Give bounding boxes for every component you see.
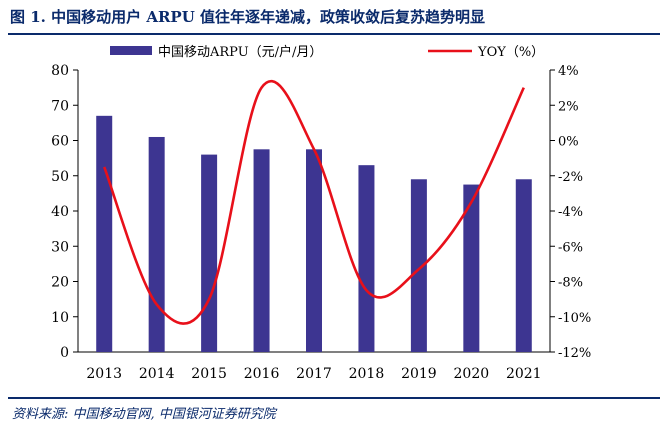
- right-tick-label: -2%: [558, 170, 583, 185]
- bar-arpu-2019: [410, 179, 427, 352]
- left-tick-label: 40: [51, 204, 69, 220]
- right-tick-label: -6%: [558, 240, 583, 255]
- bar-arpu-2016: [253, 149, 270, 352]
- x-tick-label: 2021: [506, 366, 542, 382]
- left-tick-label: 30: [51, 239, 69, 255]
- source-note: 资料来源: 中国移动官网, 中国银河证券研究院: [12, 407, 276, 422]
- right-axis-ticks: -12% -10% -8% -6% -4% -2% 0% 2% 4%: [550, 64, 591, 361]
- bar-arpu-2020: [463, 184, 480, 352]
- left-tick-label: 50: [51, 169, 69, 185]
- right-tick-label: -8%: [558, 276, 583, 291]
- x-tick-label: 2017: [296, 366, 332, 382]
- right-tick-label: -4%: [558, 205, 583, 220]
- bar-arpu-2021: [515, 179, 532, 352]
- left-axis-ticks: 0 10 20 30 40 50 60 70 80: [51, 63, 78, 361]
- left-tick-label: 0: [60, 345, 69, 361]
- x-tick-label: 2015: [191, 366, 227, 382]
- bar-arpu-2018: [358, 165, 375, 352]
- bar-arpu-2017: [306, 149, 322, 352]
- bar-arpu-2014: [148, 136, 165, 352]
- left-tick-label: 10: [51, 310, 69, 326]
- right-tick-label: -12%: [558, 346, 591, 361]
- source-rule: [8, 397, 660, 399]
- right-tick-label: -10%: [558, 311, 591, 326]
- bar-arpu-2015: [201, 154, 218, 352]
- legend-label-yoy: YOY（%）: [477, 45, 544, 60]
- legend-label-arpu: 中国移动ARPU（元/户/月）: [158, 44, 322, 60]
- x-tick-label: 2016: [244, 366, 280, 382]
- right-tick-label: 0%: [558, 135, 579, 150]
- x-tick-label: 2020: [454, 366, 490, 382]
- x-tick-label: 2019: [401, 366, 437, 382]
- left-tick-label: 60: [51, 134, 69, 150]
- chart-legend: 中国移动ARPU（元/户/月） YOY（%）: [110, 44, 544, 60]
- left-tick-label: 20: [51, 275, 69, 291]
- arpu-bars: [96, 115, 532, 352]
- yoy-line: [103, 79, 525, 325]
- x-tick-label: 2018: [349, 366, 385, 382]
- title-rule: [8, 33, 660, 35]
- legend-swatch-arpu: [110, 46, 152, 55]
- x-axis-ticks: 2013 2014 2015 2016 2017 2018 2019 2020 2021: [86, 366, 541, 382]
- figure-title: 图 1. 中国移动用户 ARPU 值往年逐年递减，政策收敛后复苏趋势明显: [10, 8, 486, 26]
- right-tick-label: 2%: [558, 99, 579, 114]
- x-tick-label: 2013: [86, 366, 122, 382]
- bar-arpu-2013: [96, 115, 113, 352]
- left-tick-label: 70: [51, 98, 69, 114]
- left-tick-label: 80: [51, 63, 69, 79]
- right-tick-label: 4%: [558, 64, 579, 79]
- x-tick-label: 2014: [139, 366, 175, 382]
